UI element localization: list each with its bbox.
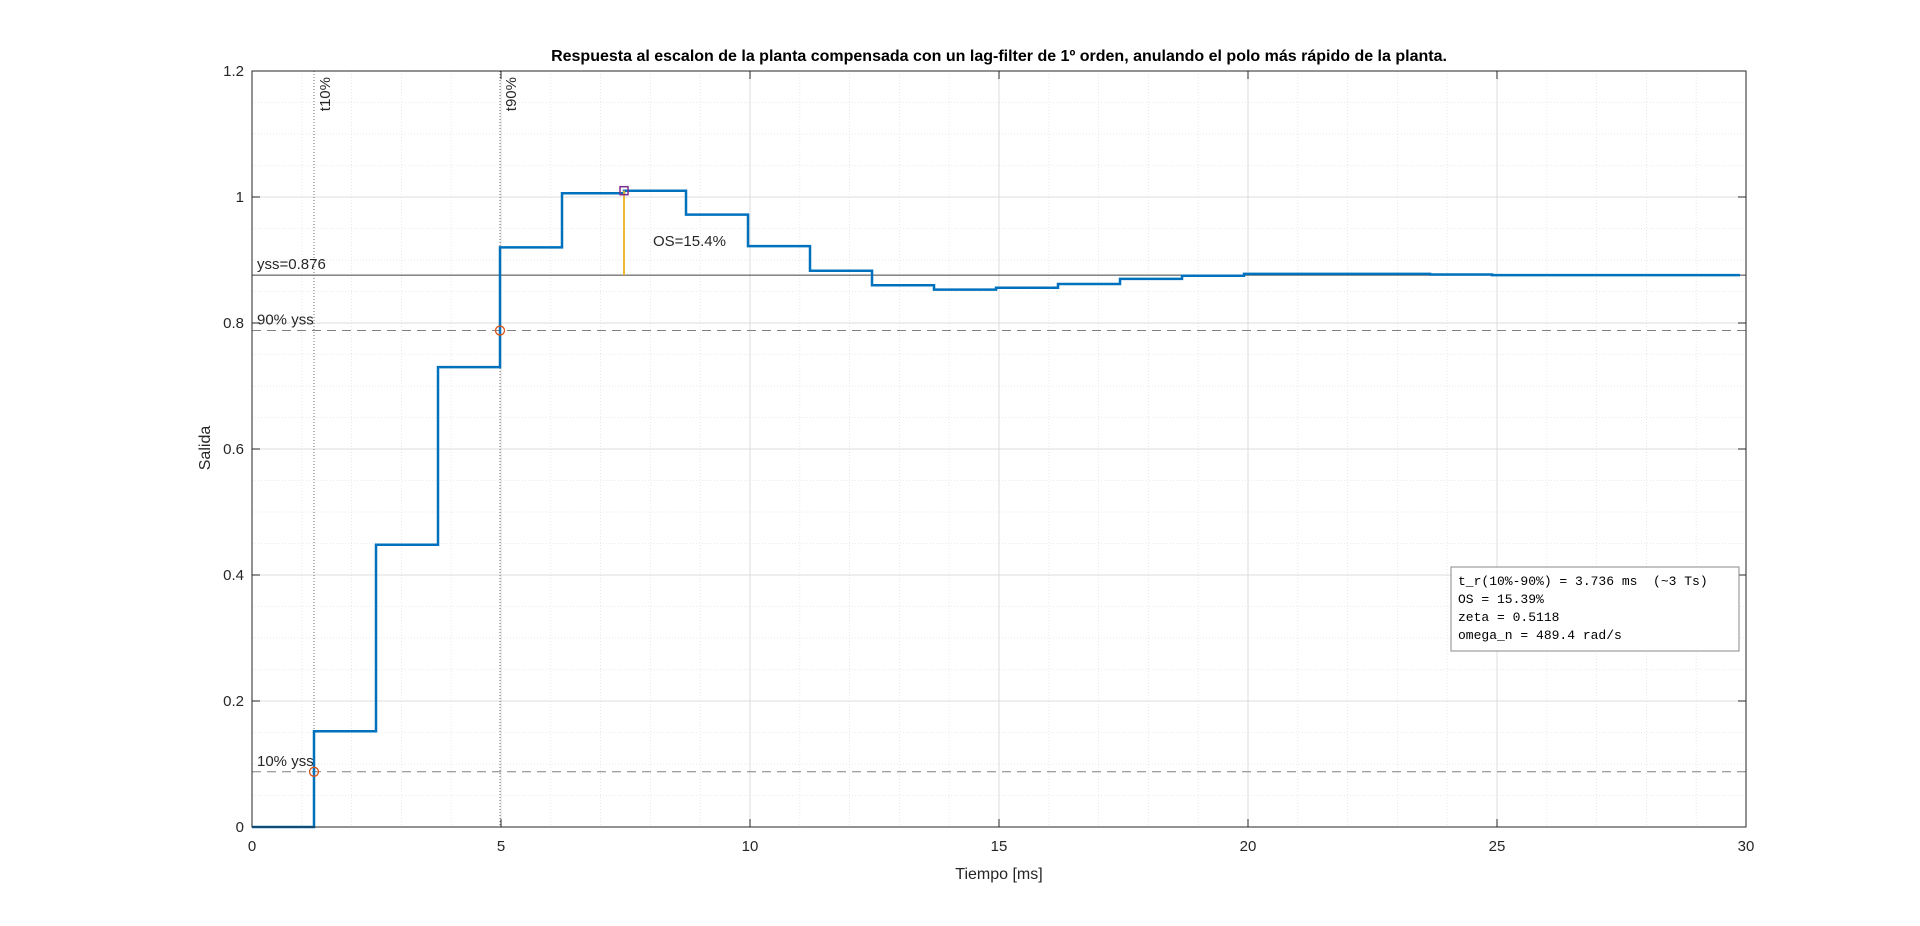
x-tick-label: 10 (742, 838, 759, 855)
vertical-line-label-1: t90% (503, 77, 520, 111)
reference-line-label-0: yss=0.876 (257, 256, 326, 273)
y-tick-label: 1.2 (223, 63, 244, 80)
info-box-line: omega_n = 489.4 rad/s (1458, 628, 1622, 643)
x-tick-label: 5 (497, 838, 505, 855)
marker-circle-1 (494, 325, 506, 336)
info-box-line: OS = 15.39% (1458, 592, 1544, 607)
y-tick-label: 0.4 (223, 567, 244, 584)
chart-title: Respuesta al escalon de la planta compen… (551, 48, 1447, 65)
y-tick-label: 0.8 (223, 315, 244, 332)
info-box (1450, 566, 1740, 652)
x-tick-label: 15 (991, 838, 1008, 855)
series-line-0 (252, 189, 1741, 829)
y-tick-label: 1 (236, 189, 244, 206)
x-tick-label: 30 (1738, 838, 1755, 855)
plot-area: yss=0.876 90% yss 10% yss t10% t90% OS=15.4% 0… (223, 63, 1754, 855)
reference-line-label-2: 10% yss (257, 753, 314, 770)
info-box-line: t_r(10%-90%) = 3.736 ms (~3 Ts) (1458, 574, 1708, 589)
marker-circle-0 (308, 766, 320, 777)
reference-line-label-1: 90% yss (257, 312, 314, 329)
overshoot-label: OS=15.4% (653, 233, 726, 250)
vertical-line-label-0: t10% (317, 77, 334, 111)
x-tick-label: 25 (1489, 838, 1506, 855)
x-tick-label: 0 (248, 838, 256, 855)
x-tick-label: 20 (1240, 838, 1257, 855)
y-tick-label: 0.6 (223, 441, 244, 458)
y-axis-label: Salida (197, 426, 214, 471)
y-tick-label: 0 (236, 819, 244, 836)
x-axis-label: Tiempo [ms] (955, 866, 1042, 883)
info-box-line: zeta = 0.5118 (1458, 610, 1559, 625)
marker-square-2 (619, 185, 629, 196)
y-tick-label: 0.2 (223, 693, 244, 710)
